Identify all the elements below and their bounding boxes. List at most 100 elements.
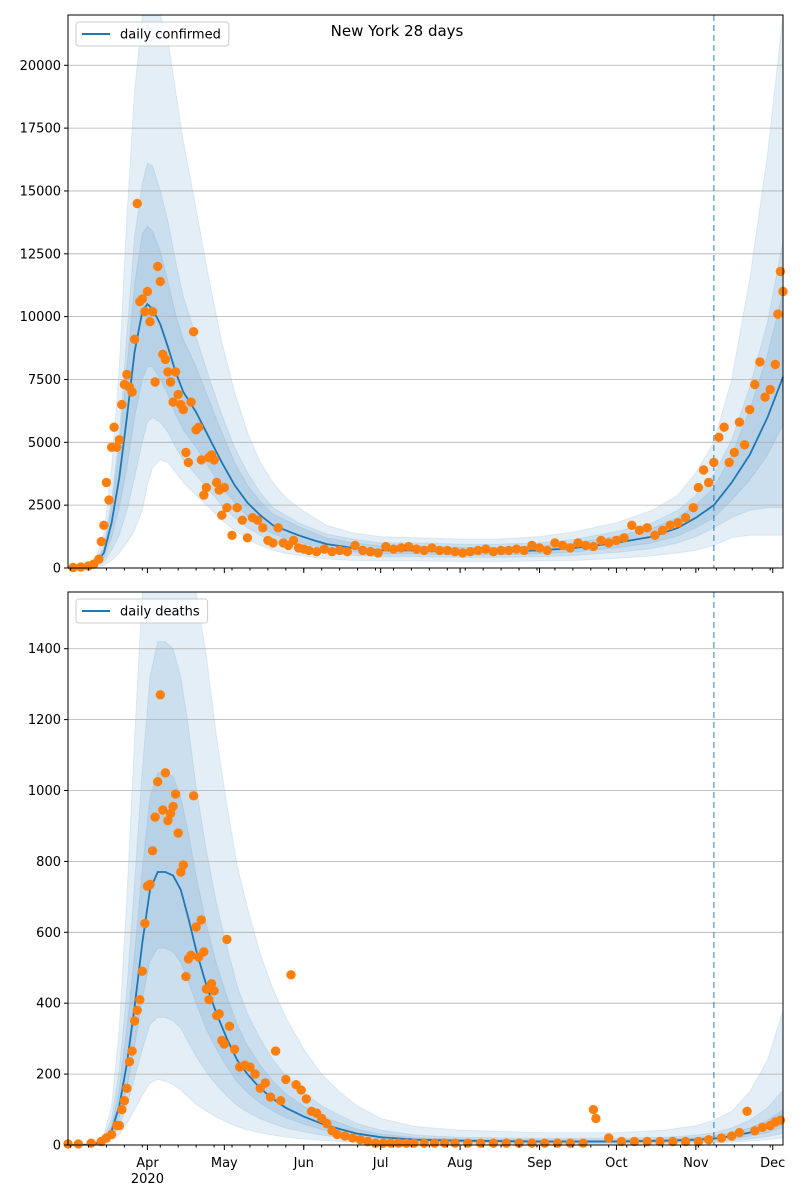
confirmed-point bbox=[770, 359, 780, 370]
confirmed-uncertainty-bands bbox=[67, 14, 784, 569]
confirmed-point bbox=[504, 545, 514, 556]
deaths-point bbox=[332, 1129, 342, 1140]
confirmed-point bbox=[657, 525, 668, 535]
confirmed-point bbox=[129, 334, 140, 344]
deaths-point bbox=[106, 1129, 117, 1140]
y-tick-label: 0 bbox=[53, 562, 61, 577]
deaths-point bbox=[214, 1009, 224, 1019]
confirmed-point bbox=[237, 515, 247, 525]
deaths-point bbox=[155, 690, 165, 700]
confirmed-point bbox=[465, 547, 475, 557]
deaths-point bbox=[170, 789, 181, 799]
deaths-point bbox=[165, 808, 176, 819]
deaths-point bbox=[616, 1136, 627, 1147]
confirmed-point bbox=[199, 490, 209, 500]
confirmed-point bbox=[117, 399, 127, 410]
confirmed-point bbox=[773, 309, 783, 319]
confirmed-point bbox=[76, 562, 86, 572]
confirmed-point bbox=[680, 513, 691, 523]
deaths-point bbox=[565, 1138, 575, 1148]
deaths-point bbox=[440, 1138, 450, 1148]
confirmed-point bbox=[101, 477, 112, 488]
deaths-point bbox=[716, 1133, 727, 1143]
confirmed-point bbox=[319, 544, 329, 554]
confirmed-point bbox=[673, 518, 683, 528]
confirmed-point bbox=[196, 455, 206, 465]
confirmed-point bbox=[755, 357, 765, 367]
confirmed-point bbox=[665, 520, 675, 530]
deaths-point bbox=[122, 1083, 132, 1094]
confirmed-point bbox=[396, 543, 406, 553]
y-tick-label: 0 bbox=[53, 1139, 61, 1154]
confirmed-point bbox=[550, 538, 560, 548]
confirmed-point bbox=[194, 422, 204, 432]
confirmed-point bbox=[178, 404, 188, 415]
confirmed-point bbox=[714, 432, 724, 442]
confirmed-point bbox=[450, 547, 460, 557]
deaths-point bbox=[145, 879, 155, 890]
deaths-point bbox=[401, 1138, 411, 1148]
deaths-legend-box bbox=[75, 598, 209, 624]
deaths-plot-frame bbox=[67, 591, 784, 1146]
confirmed-point bbox=[122, 369, 132, 380]
confirmed-point bbox=[132, 198, 142, 209]
confirmed-point bbox=[342, 547, 352, 557]
deaths-point bbox=[347, 1133, 358, 1143]
confirmed-point bbox=[334, 545, 345, 556]
confirmed-point bbox=[442, 545, 452, 556]
deaths-point bbox=[160, 768, 171, 778]
confirmed-point bbox=[173, 389, 183, 400]
confirmed-point bbox=[288, 535, 299, 546]
deaths-point bbox=[73, 1139, 84, 1149]
confirmed-point bbox=[775, 266, 786, 277]
deaths-point bbox=[204, 995, 214, 1005]
deaths-point bbox=[191, 922, 201, 932]
confirmed-point bbox=[581, 540, 591, 551]
deaths-point bbox=[604, 1133, 614, 1143]
confirmed-point bbox=[419, 545, 429, 556]
y-tick-label: 7500 bbox=[28, 373, 61, 388]
confirmed-point bbox=[760, 392, 770, 402]
deaths-point bbox=[742, 1106, 752, 1117]
deaths-point bbox=[229, 1044, 240, 1055]
confirmed-legend: daily confirmed bbox=[75, 21, 230, 47]
deaths-point bbox=[527, 1138, 537, 1148]
confirmed-point bbox=[217, 510, 227, 520]
confirmed-point bbox=[137, 294, 147, 304]
confirmed-y-axis: 0 2500 5000 7500 10000 12500 15000 17500 20000 bbox=[20, 59, 68, 577]
confirmed-point bbox=[222, 503, 232, 513]
confirmed-point bbox=[155, 276, 165, 287]
confirmed-legend-label: daily confirmed bbox=[120, 28, 221, 43]
confirmed-point bbox=[750, 379, 760, 390]
confirmed-point bbox=[304, 545, 314, 556]
confirmed-point bbox=[698, 465, 709, 475]
confirmed-gridlines bbox=[68, 64, 783, 506]
deaths-point bbox=[591, 1113, 601, 1124]
deaths-point bbox=[219, 1039, 229, 1049]
deaths-point bbox=[301, 1094, 311, 1104]
confirmed-observations bbox=[68, 198, 788, 573]
deaths-point bbox=[370, 1138, 381, 1148]
deaths-point bbox=[655, 1136, 665, 1147]
x-tick-label: Sep bbox=[527, 1156, 552, 1171]
confirmed-point bbox=[765, 384, 775, 395]
deaths-point bbox=[140, 918, 150, 929]
confirmed-plot-frame bbox=[67, 14, 784, 569]
deaths-point bbox=[588, 1104, 599, 1115]
deaths-point bbox=[734, 1127, 745, 1138]
confirmed-point bbox=[596, 535, 606, 546]
confirmed-point bbox=[519, 545, 529, 556]
confirmed-point bbox=[565, 543, 575, 553]
confirmed-point bbox=[573, 538, 583, 548]
x-tick-label: Aug bbox=[447, 1156, 472, 1171]
deaths-point bbox=[281, 1074, 291, 1085]
confirmed-point bbox=[109, 422, 119, 432]
deaths-point bbox=[173, 828, 183, 838]
y-tick-label: 5000 bbox=[28, 436, 61, 451]
deaths-point bbox=[355, 1135, 365, 1145]
confirmed-point bbox=[96, 536, 107, 547]
deaths-point bbox=[668, 1136, 678, 1147]
confirmed-point bbox=[150, 377, 160, 387]
confirmed-point bbox=[488, 547, 499, 557]
deaths-point bbox=[132, 1005, 142, 1015]
